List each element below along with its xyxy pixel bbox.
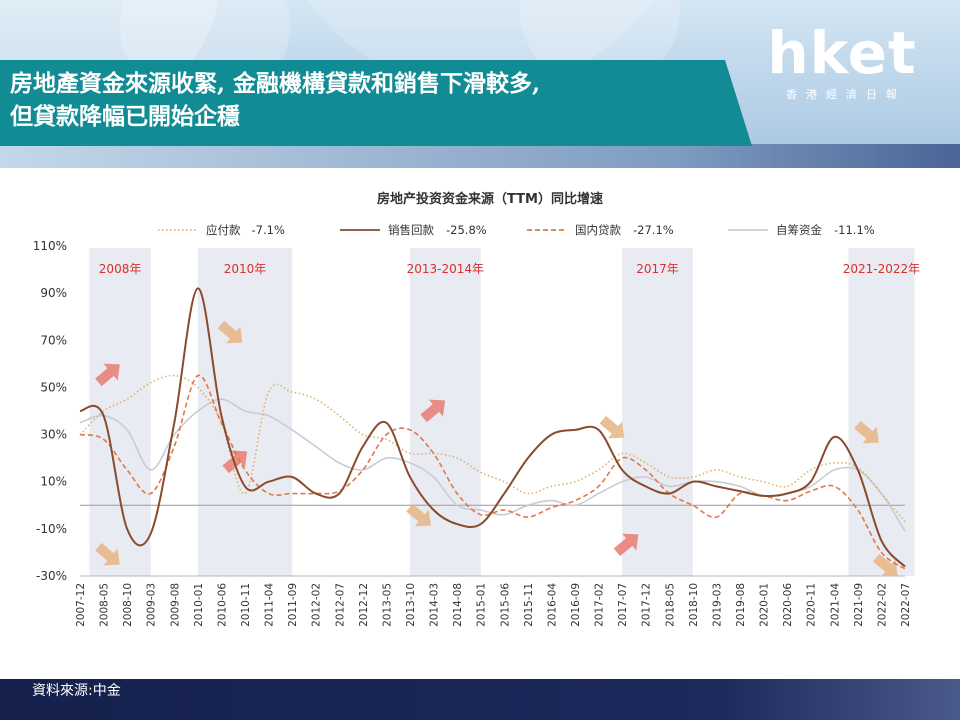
x-tick-label: 2018-10 — [688, 583, 700, 627]
arrow-shape — [217, 320, 243, 344]
trend-up-arrow — [95, 363, 120, 387]
y-tick-label: -10% — [36, 522, 67, 536]
trend-down-arrow — [599, 415, 625, 439]
x-tick-label: 2019-08 — [735, 583, 747, 627]
x-tick-label: 2008-10 — [122, 583, 134, 627]
x-tick-label: 2010-01 — [193, 583, 205, 627]
banner-band — [0, 144, 960, 168]
legend-value: -11.1% — [834, 223, 875, 237]
period-label: 2021-2022年 — [843, 262, 920, 276]
x-tick-label: 2013-05 — [381, 583, 393, 627]
footer-bar: 資料來源:中金 — [0, 679, 960, 720]
shaded-periods: 2008年 2010年 2013-2014年 2017年 2021-2022年 — [89, 248, 920, 576]
x-tick-label: 2012-07 — [334, 583, 346, 627]
shaded-period — [89, 248, 151, 576]
trend-down-arrow — [872, 553, 898, 577]
x-tick-label: 2014-03 — [429, 583, 441, 627]
shaded-period — [848, 248, 915, 576]
chart: 2008年 2010年 2013-2014年 2017年 2021-2022年 房地产投… — [33, 191, 920, 627]
legend-value: -25.8% — [446, 223, 487, 237]
legend: 应付款 -7.1% 销售回款 -25.8% 国内贷款 -27.1% 自筹资金 -11.1% — [158, 223, 875, 237]
period-label: 2013-2014年 — [407, 262, 484, 276]
shaded-period — [622, 248, 693, 576]
trend-down-arrow — [406, 503, 431, 527]
x-tick-label: 2014-08 — [452, 583, 464, 627]
x-tick-label: 2022-02 — [876, 583, 888, 627]
legend-label: 销售回款 — [388, 223, 434, 237]
x-tick-label: 2011-09 — [287, 583, 299, 627]
legend-value: -7.1% — [252, 223, 285, 237]
x-tick-label: 2018-05 — [664, 583, 676, 627]
arrow-shape — [854, 420, 879, 444]
headline-box: 房地產資金來源收緊, 金融機構貸款和銷售下滑較多, 但貸款降幅已開始企穩 — [0, 60, 752, 146]
arrow-shape — [406, 503, 431, 527]
x-tick-label: 2008-05 — [99, 583, 111, 627]
x-tick-label: 2013-10 — [405, 583, 417, 627]
trend-arrows — [95, 320, 898, 577]
x-tick-label: 2020-06 — [782, 583, 794, 627]
trend-up-arrow — [613, 533, 639, 557]
x-tick-label: 2016-09 — [570, 583, 582, 627]
legend-label: 应付款 — [206, 223, 241, 237]
x-tick-label: 2017-12 — [641, 583, 653, 627]
arrow-shape — [599, 415, 625, 439]
headline-line-2: 但貸款降幅已開始企穩 — [10, 103, 240, 130]
x-tick-label: 2017-02 — [594, 583, 606, 627]
series-lines — [79, 287, 906, 570]
source-note: 資料來源:中金 — [32, 683, 121, 699]
x-tick-label: 2009-03 — [146, 583, 158, 627]
period-label: 2010年 — [224, 262, 267, 276]
legend-label: 自筹资金 — [776, 223, 822, 237]
trend-down-arrow — [854, 420, 879, 444]
logo-brand: hket — [767, 19, 917, 87]
x-tick-label: 2012-12 — [358, 583, 370, 627]
trend-down-arrow — [95, 542, 120, 566]
x-tick-label: 2012-02 — [311, 583, 323, 627]
x-tick-label: 2011-04 — [264, 583, 276, 627]
x-tick-label: 2021-04 — [829, 583, 841, 627]
hket-logo: hket 香港經濟日報 — [762, 22, 922, 102]
trend-up-arrow — [420, 399, 446, 423]
x-tick-label: 2022-07 — [900, 583, 912, 627]
x-tick-label: 2015-01 — [476, 583, 488, 627]
x-tick-label: 2010-11 — [240, 583, 252, 627]
y-tick-label: 70% — [40, 333, 67, 347]
trend-down-arrow — [217, 320, 243, 344]
legend-value: -27.1% — [633, 223, 674, 237]
header-banner: 房地產資金來源收緊, 金融機構貸款和銷售下滑較多, 但貸款降幅已開始企穩 hke… — [0, 0, 960, 168]
x-tick-label: 2021-09 — [853, 583, 865, 627]
arrow-shape — [95, 542, 120, 566]
series-line — [79, 374, 906, 523]
x-tick-label: 2015-06 — [499, 583, 511, 627]
y-tick-label: -30% — [36, 569, 67, 583]
x-tick-label: 2016-04 — [546, 583, 558, 627]
x-tick-label: 2015-11 — [523, 583, 535, 627]
logo-subtitle: 香港經濟日報 — [786, 88, 906, 101]
legend-label: 国内贷款 — [575, 223, 621, 237]
arrow-shape — [613, 533, 639, 557]
y-tick-label: 30% — [40, 428, 67, 442]
x-tick-label: 2009-08 — [169, 583, 181, 627]
y-tick-label: 90% — [40, 286, 67, 300]
y-tick-label: 110% — [33, 239, 67, 253]
x-tick-label: 2010-06 — [216, 583, 228, 627]
arrow-shape — [420, 399, 446, 423]
x-tick-label: 2007-12 — [75, 583, 87, 627]
shaded-period — [197, 248, 293, 576]
y-tick-label: 50% — [40, 380, 67, 394]
axes: 110% 90% 70% 50% 30% 10% -10% -30% 2007-12 2008-0… — [33, 239, 912, 627]
x-tick-label: 2020-11 — [806, 583, 818, 627]
x-tick-label: 2019-03 — [711, 583, 723, 627]
arrow-shape — [872, 553, 898, 577]
period-label: 2017年 — [636, 262, 679, 276]
period-label: 2008年 — [99, 262, 142, 276]
chart-title: 房地产投资资金来源（TTM）同比增速 — [377, 191, 603, 207]
series-line — [79, 287, 906, 568]
x-tick-label: 2020-01 — [759, 583, 771, 627]
x-tick-label: 2017-07 — [617, 583, 629, 627]
headline-line-1: 房地產資金來源收緊, 金融機構貸款和銷售下滑較多, — [10, 70, 541, 97]
arrow-shape — [95, 363, 120, 387]
y-tick-label: 10% — [40, 475, 67, 489]
